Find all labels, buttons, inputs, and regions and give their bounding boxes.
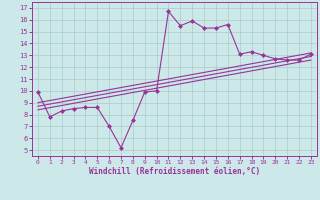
X-axis label: Windchill (Refroidissement éolien,°C): Windchill (Refroidissement éolien,°C)	[89, 167, 260, 176]
